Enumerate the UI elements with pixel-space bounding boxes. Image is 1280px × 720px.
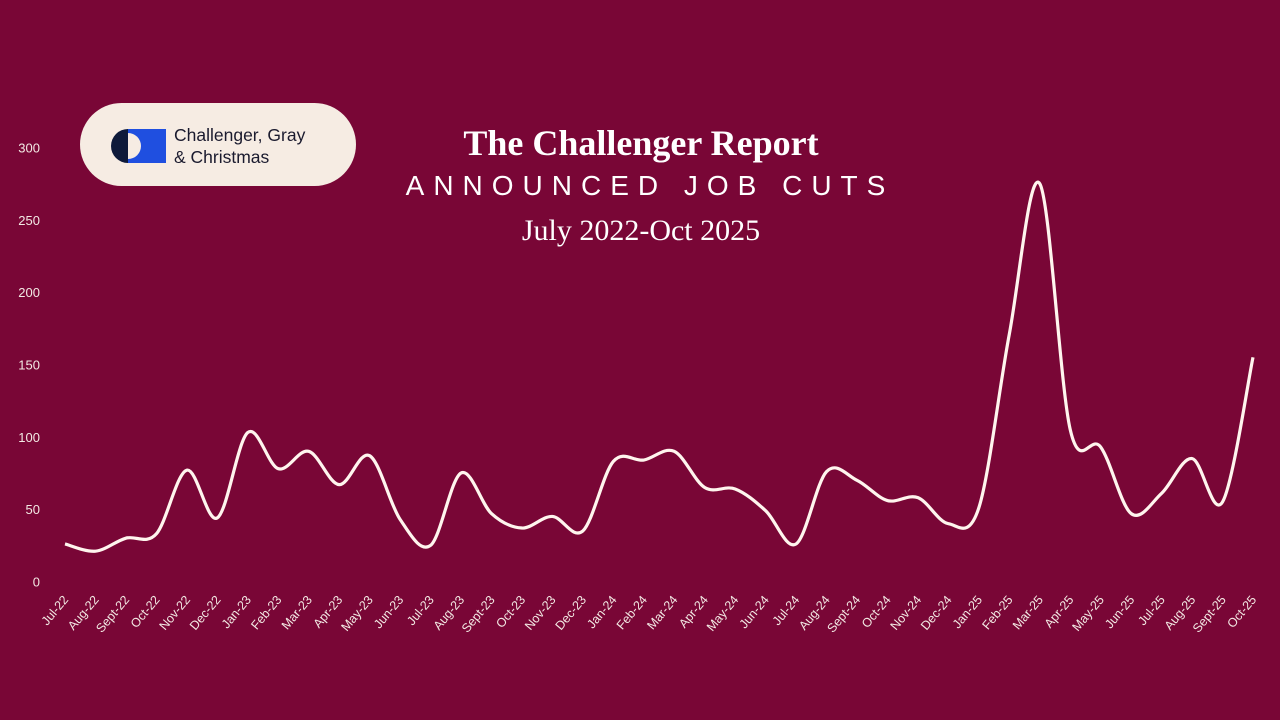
x-tick-label: Jun-25 xyxy=(1102,593,1137,631)
x-tick-label: Oct-25 xyxy=(1224,593,1259,631)
y-tick-label: 200 xyxy=(18,285,40,300)
x-tick-label: May-24 xyxy=(704,593,742,634)
x-tick-label: Feb-23 xyxy=(248,593,284,632)
x-tick-label: Mar-23 xyxy=(279,593,315,632)
x-tick-label: Jan-24 xyxy=(584,593,619,631)
x-tick-label: Jun-23 xyxy=(371,593,406,631)
logo-icon xyxy=(128,133,141,159)
logo-text: & Christmas xyxy=(174,147,270,167)
y-tick-label: 50 xyxy=(26,502,40,517)
x-tick-label: Jun-24 xyxy=(737,593,772,631)
x-tick-label: Nov-22 xyxy=(157,593,194,633)
x-tick-label: Dec-24 xyxy=(918,593,955,633)
y-tick-label: 0 xyxy=(33,574,40,589)
x-tick-label: Nov-24 xyxy=(888,593,925,633)
x-tick-label: Jan-23 xyxy=(219,593,254,631)
x-tick-label: Jan-25 xyxy=(950,593,985,631)
data-line xyxy=(64,180,1255,553)
x-tick-label: Sept-23 xyxy=(459,593,498,636)
y-tick-label: 100 xyxy=(18,430,40,445)
x-tick-label: Feb-24 xyxy=(614,593,650,632)
x-tick-label: Mar-25 xyxy=(1010,593,1046,632)
x-tick-label: Feb-25 xyxy=(979,593,1015,632)
y-tick-label: 150 xyxy=(18,357,40,372)
x-tick-label: Mar-24 xyxy=(644,593,680,632)
x-tick-label: Sept-25 xyxy=(1190,593,1229,636)
x-tick-label: Nov-23 xyxy=(522,593,559,633)
chart-title: The Challenger Report xyxy=(463,123,818,163)
x-tick-label: Dec-23 xyxy=(553,593,590,633)
x-tick-label: Dec-22 xyxy=(187,593,224,633)
y-tick-label: 300 xyxy=(18,140,40,155)
logo-badge xyxy=(80,103,356,186)
logo-text: Challenger, Gray xyxy=(174,125,306,145)
x-tick-label: May-23 xyxy=(338,593,376,634)
x-tick-label: May-25 xyxy=(1069,593,1107,634)
date-range: July 2022-Oct 2025 xyxy=(522,214,760,247)
x-tick-label: Sept-24 xyxy=(824,593,863,636)
x-tick-label: Sept-22 xyxy=(93,593,132,636)
chart-subtitle: ANNOUNCED JOB CUTS xyxy=(406,170,895,201)
y-tick-label: 250 xyxy=(18,213,40,228)
